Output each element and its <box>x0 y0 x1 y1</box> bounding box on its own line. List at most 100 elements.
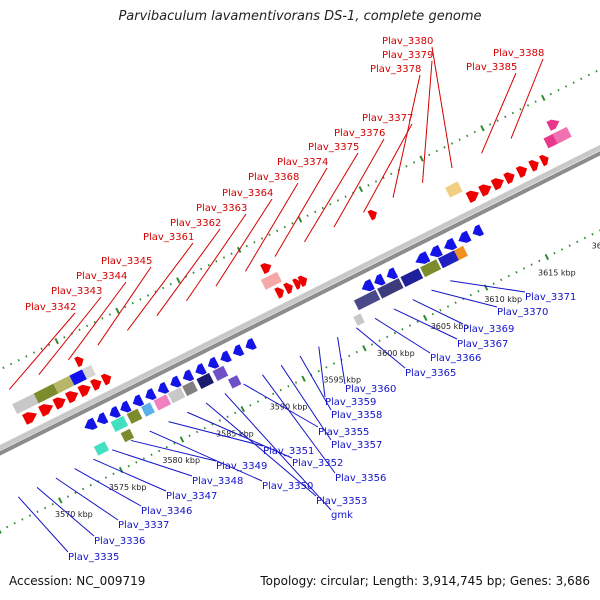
leader-line-top <box>274 167 328 257</box>
gene-block-forward <box>260 271 282 290</box>
leader-line-bottom <box>243 383 319 428</box>
gene-block-forward <box>53 375 75 394</box>
kbp-marker: 3570 kbp <box>55 510 93 519</box>
tick-mark-top <box>443 146 446 149</box>
tick-mark-top <box>131 301 134 305</box>
gene-arrow-forward <box>515 166 528 178</box>
leader-line-bottom <box>149 430 263 482</box>
tick-mark-bottom <box>401 328 404 331</box>
gene-label-top: Plav_3343 <box>51 286 102 297</box>
tick-mark-bottom <box>66 495 70 498</box>
gene-arrow-reverse <box>220 350 232 363</box>
tick-mark-bottom <box>165 445 168 449</box>
gene-label-bottom: Plav_3371 <box>525 292 576 303</box>
leader-line-top <box>304 152 359 243</box>
gene-block-forward <box>69 369 87 386</box>
gene-label-top: Plav_3377 <box>362 113 413 124</box>
tick-mark-top <box>2 366 5 370</box>
genome-summary-text: Topology: circular; Length: 3,914,745 bp… <box>260 574 590 588</box>
tick-mark-top <box>230 252 233 255</box>
gene-label-bottom: Plav_3353 <box>316 496 367 507</box>
gene-arrow-forward <box>100 373 112 386</box>
tick-mark-bottom <box>591 233 594 236</box>
leader-line-bottom <box>412 299 464 325</box>
tick-mark-top <box>428 153 431 157</box>
tick-mark-bottom <box>188 434 191 437</box>
genome-map: 3570 kbp 3575 kbp 3580 kbp 3585 kbp 3590 kbp… <box>0 36 600 563</box>
gene-arrow-forward <box>90 378 102 391</box>
gene-block-reverse <box>454 245 468 261</box>
tick-mark-top <box>306 214 309 217</box>
tick-mark-bottom <box>249 404 252 407</box>
gene-label-bottom: Plav_3367 <box>457 339 508 350</box>
tick-mark-top <box>390 172 393 176</box>
tick-mark-top <box>580 77 583 81</box>
tick-mark-top <box>466 134 469 138</box>
tick-mark-top <box>488 123 492 126</box>
tick-mark-top <box>572 81 575 84</box>
gene-label-bottom: Plav_3337 <box>118 520 169 531</box>
gene-arrow-forward <box>274 287 284 299</box>
tick-mark-top <box>557 89 560 92</box>
tick-mark-top <box>115 307 120 314</box>
gene-arrow-forward <box>503 172 515 185</box>
leader-line-top <box>333 138 385 228</box>
tick-mark-top <box>25 355 28 358</box>
tick-mark-top <box>192 271 195 274</box>
gene-label-top: Plav_3374 <box>277 157 328 168</box>
tick-mark-bottom <box>74 491 77 494</box>
gene-label-bottom: gmk <box>331 510 353 521</box>
kbp-marker: 3585 kbp <box>216 429 254 438</box>
tick-mark-bottom <box>272 392 275 396</box>
leader-line-top <box>8 312 76 390</box>
kbp-marker: 3620 kbp <box>592 242 600 251</box>
tick-mark-bottom <box>43 506 47 510</box>
tick-mark-bottom <box>538 259 541 263</box>
tick-mark-bottom <box>507 274 510 278</box>
tick-mark-top <box>534 100 537 103</box>
tick-mark-top <box>200 267 203 271</box>
tick-mark-top <box>480 125 485 132</box>
gene-label-bottom: Plav_3365 <box>405 368 456 379</box>
tick-mark-top <box>291 222 294 225</box>
tick-mark-top <box>276 229 279 233</box>
gene-arrow-reverse <box>386 267 399 280</box>
gene-block-reverse <box>212 365 229 381</box>
leader-line-bottom <box>431 289 498 308</box>
tick-mark-top <box>63 336 66 339</box>
tick-mark-bottom <box>393 331 396 335</box>
tick-mark-bottom <box>454 301 457 304</box>
kbp-marker: 3590 kbp <box>270 403 308 412</box>
gene-label-top: Plav_3385 <box>466 62 517 73</box>
tick-mark-top <box>54 338 59 345</box>
tick-mark-bottom <box>240 405 246 413</box>
gene-arrow-reverse <box>232 344 245 357</box>
tick-mark-top <box>358 185 364 193</box>
gene-arrow-reverse <box>429 244 443 258</box>
leader-line-bottom <box>168 421 264 447</box>
leader-line-top <box>126 242 194 331</box>
tick-mark-top <box>473 130 476 134</box>
leader-line-top <box>245 182 299 272</box>
leader-line-bottom <box>55 477 119 521</box>
gene-block-reverse <box>120 428 135 443</box>
gene-block-reverse <box>126 408 143 424</box>
tick-mark-bottom <box>446 305 450 308</box>
tick-mark-bottom <box>560 248 564 251</box>
gene-block-reverse <box>437 250 459 269</box>
gene-block-forward <box>552 126 572 144</box>
tick-mark-bottom <box>301 375 306 382</box>
gene-arrow-forward <box>297 275 308 288</box>
tick-mark-top <box>176 277 181 284</box>
tick-mark-bottom <box>325 366 328 369</box>
tick-mark-bottom <box>112 472 115 475</box>
gene-label-bottom: Plav_3357 <box>331 440 382 451</box>
gene-label-bottom: Plav_3346 <box>141 506 192 517</box>
tick-mark-top <box>139 298 142 301</box>
tick-mark-bottom <box>355 350 358 354</box>
gene-block-forward <box>445 181 463 198</box>
gene-arrow-forward <box>64 391 79 404</box>
tick-mark-bottom <box>51 502 54 506</box>
tick-mark-top <box>419 155 424 162</box>
gene-label-top: Plav_3362 <box>170 218 221 229</box>
